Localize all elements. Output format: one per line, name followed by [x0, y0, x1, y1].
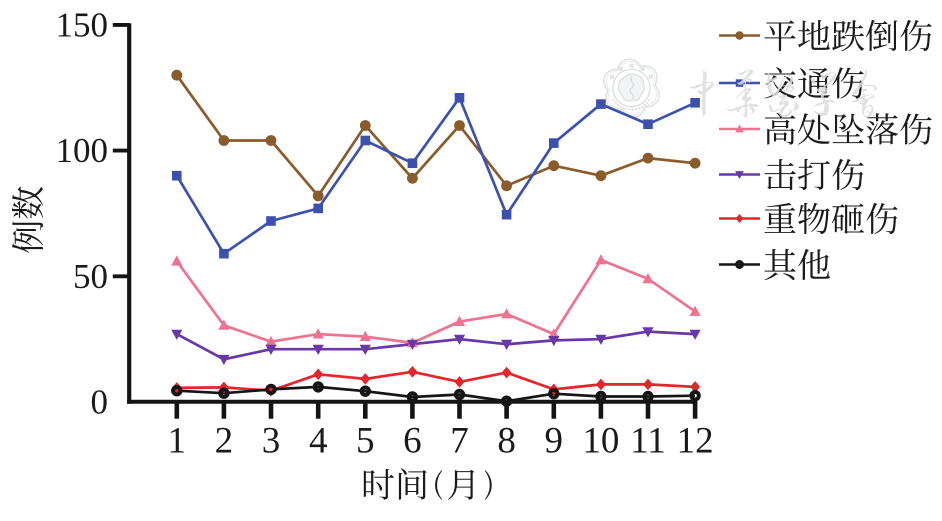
svg-text:1: 1 — [168, 421, 187, 462]
svg-text:4: 4 — [309, 421, 328, 462]
svg-text:5: 5 — [356, 421, 375, 462]
svg-text:150: 150 — [56, 6, 109, 45]
svg-text:10: 10 — [582, 421, 619, 462]
svg-text:7: 7 — [450, 421, 469, 462]
svg-text:11: 11 — [630, 421, 666, 462]
svg-text:50: 50 — [73, 257, 108, 296]
svg-text:6: 6 — [403, 421, 422, 462]
svg-text:2: 2 — [215, 421, 234, 462]
svg-text:3: 3 — [262, 421, 281, 462]
svg-text:12: 12 — [677, 421, 714, 462]
svg-text:8: 8 — [497, 421, 516, 462]
svg-text:9: 9 — [545, 421, 564, 462]
svg-text:0: 0 — [91, 383, 109, 422]
svg-text:100: 100 — [56, 131, 109, 170]
